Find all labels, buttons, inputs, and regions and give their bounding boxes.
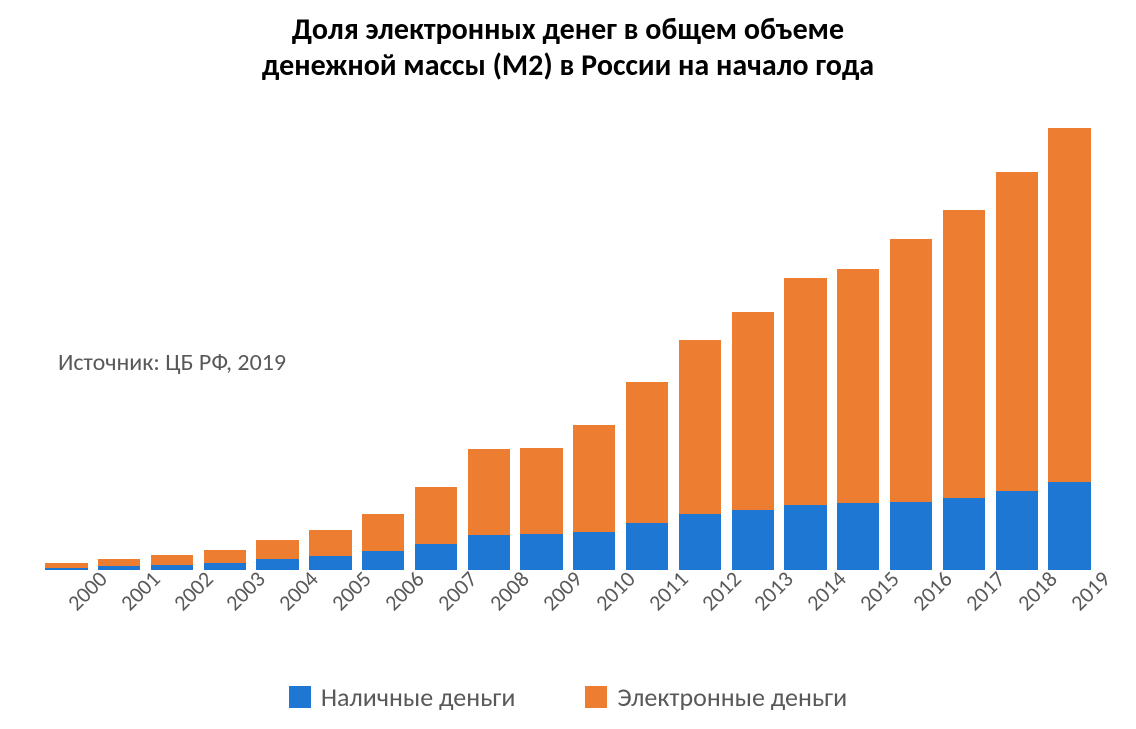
bar	[784, 278, 826, 570]
bar-slot	[779, 120, 832, 570]
bar-segment-emoney	[468, 449, 510, 535]
bar	[520, 448, 562, 570]
bar-slot	[1043, 120, 1096, 570]
bar-segment-emoney	[626, 382, 668, 522]
bar	[996, 172, 1038, 570]
bar-slot	[198, 120, 251, 570]
bar-slot	[357, 120, 410, 570]
chart-title: Доля электронных денег в общем объеме де…	[0, 12, 1136, 84]
legend: Наличные деньги Электронные деньги	[0, 681, 1136, 713]
bar	[626, 382, 668, 570]
bar	[837, 269, 879, 570]
plot-area	[40, 120, 1096, 570]
bar-slot	[40, 120, 93, 570]
bar-slot	[146, 120, 199, 570]
bar	[573, 425, 615, 570]
bar-slot	[515, 120, 568, 570]
bar-slot	[674, 120, 727, 570]
bar	[943, 210, 985, 570]
bar-segment-emoney	[309, 530, 351, 556]
x-axis-labels: 2000200120022003200420052006200720082009…	[40, 570, 1096, 630]
bar-segment-emoney	[784, 278, 826, 505]
bar-segment-emoney	[415, 487, 457, 544]
bar-slot	[990, 120, 1043, 570]
bar-segment-emoney	[1048, 128, 1090, 482]
bar-slot	[832, 120, 885, 570]
bar-slot	[410, 120, 463, 570]
bar-segment-emoney	[732, 312, 774, 510]
bar-slot	[93, 120, 146, 570]
bar-segment-emoney	[520, 448, 562, 534]
legend-swatch-icon	[585, 686, 607, 708]
bar	[1048, 128, 1090, 570]
bar-slot	[938, 120, 991, 570]
bar-segment-emoney	[890, 239, 932, 502]
legend-item-emoney: Электронные деньги	[585, 681, 847, 713]
bar-slot	[251, 120, 304, 570]
bar-slot	[885, 120, 938, 570]
bar-slot	[462, 120, 515, 570]
bar	[890, 239, 932, 570]
bar-segment-emoney	[573, 425, 615, 533]
bar	[732, 312, 774, 570]
bar-segment-emoney	[943, 210, 985, 498]
chart-title-line1: Доля электронных денег в общем объеме	[0, 12, 1136, 48]
bar-slot	[304, 120, 357, 570]
legend-item-cash: Наличные деньги	[289, 681, 516, 713]
legend-label: Наличные деньги	[321, 681, 516, 713]
bar-slot	[621, 120, 674, 570]
legend-swatch-icon	[289, 686, 311, 708]
bar-slot	[568, 120, 621, 570]
legend-label: Электронные деньги	[617, 681, 847, 713]
bar	[679, 340, 721, 570]
bar-segment-emoney	[837, 269, 879, 503]
bar-slot	[726, 120, 779, 570]
bar-segment-emoney	[996, 172, 1038, 491]
bar	[468, 449, 510, 570]
chart-title-line2: денежной массы (М2) в России на начало г…	[0, 48, 1136, 84]
chart-container: Доля электронных денег в общем объеме де…	[0, 0, 1136, 729]
bar-segment-emoney	[362, 514, 404, 551]
bar-segment-emoney	[679, 340, 721, 514]
